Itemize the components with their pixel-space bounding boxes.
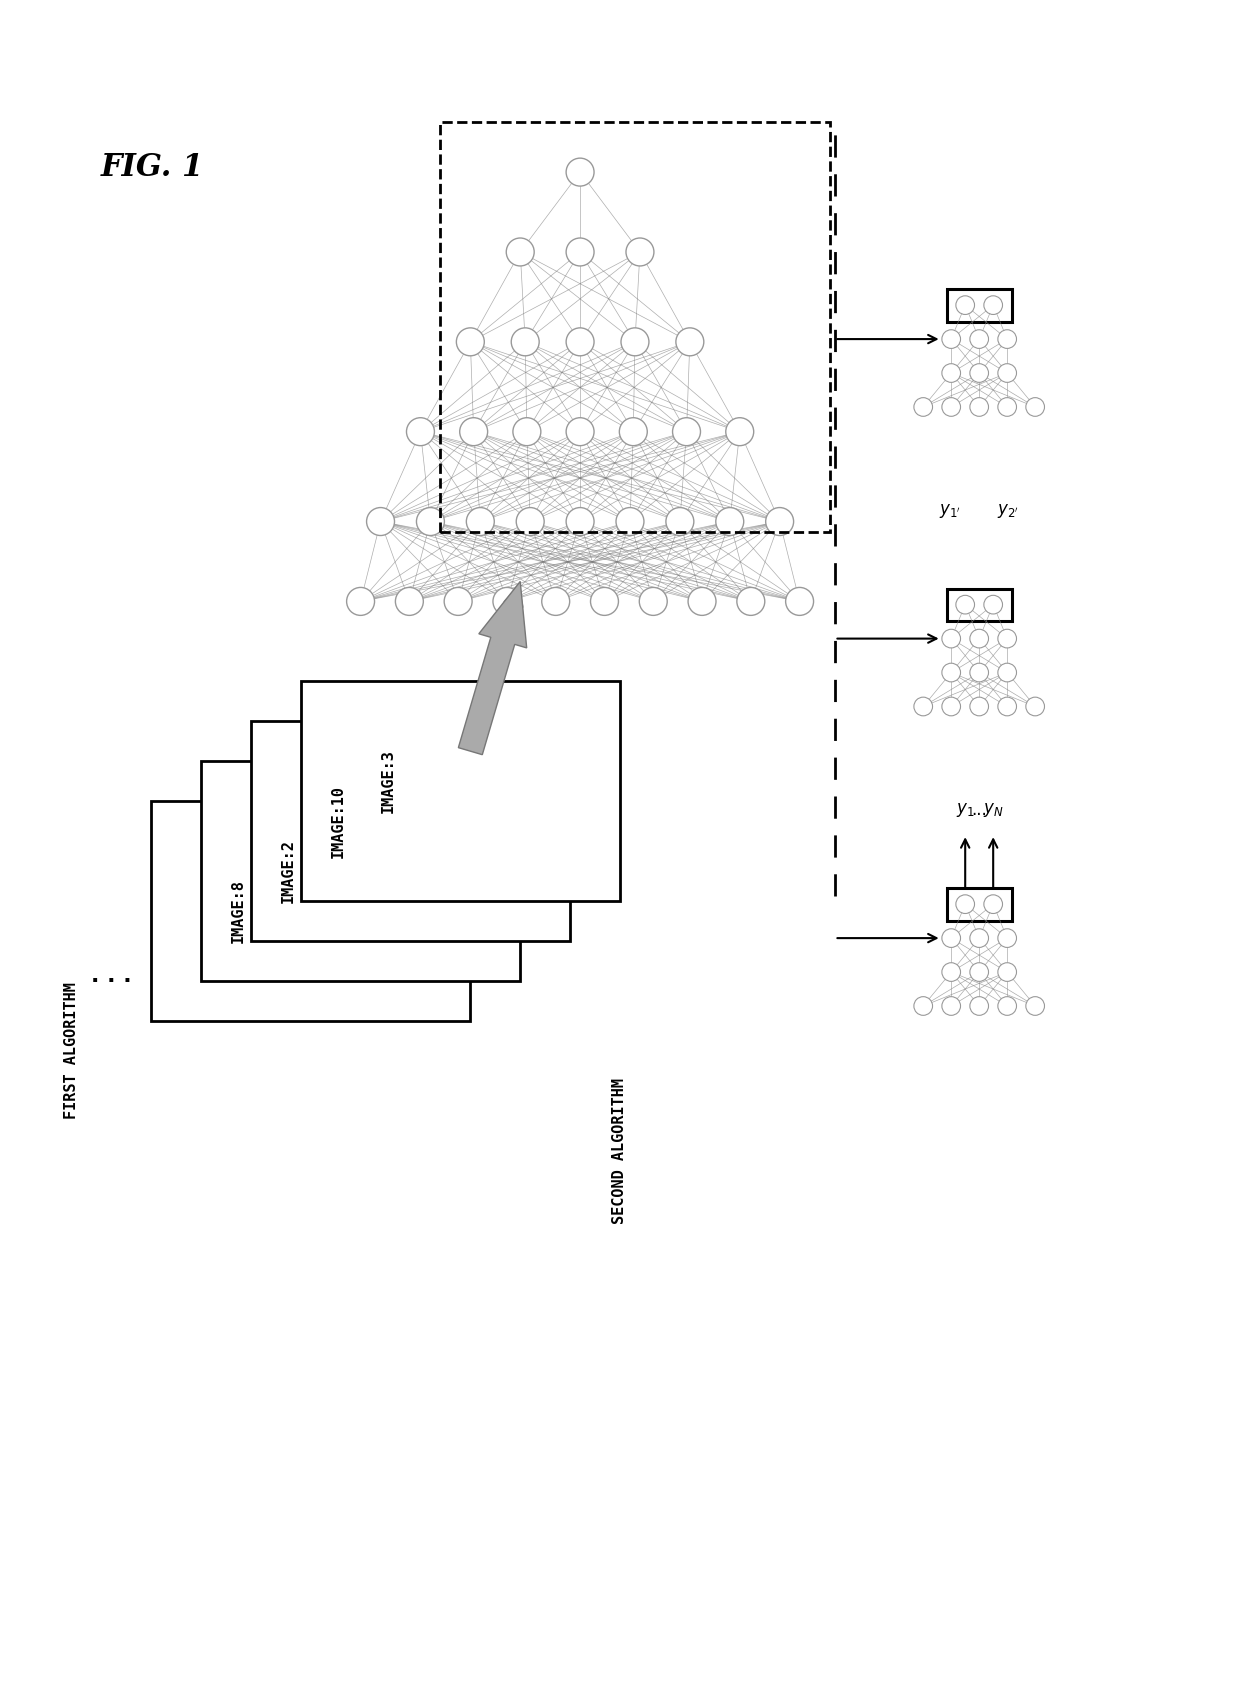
Circle shape	[347, 587, 374, 616]
Circle shape	[942, 330, 961, 349]
Bar	[151, 801, 470, 1021]
Circle shape	[616, 507, 644, 536]
Circle shape	[725, 418, 754, 446]
Circle shape	[983, 296, 1002, 315]
Circle shape	[737, 587, 765, 616]
Circle shape	[1025, 697, 1044, 716]
Circle shape	[970, 364, 988, 383]
Circle shape	[567, 158, 594, 185]
Text: IMAGE:2: IMAGE:2	[280, 839, 296, 903]
Circle shape	[970, 697, 988, 716]
Text: $y_{1'}$: $y_{1'}$	[939, 502, 961, 521]
Circle shape	[956, 595, 975, 614]
Circle shape	[998, 963, 1017, 981]
Bar	[250, 721, 570, 941]
Circle shape	[765, 507, 794, 536]
Text: IMAGE:3: IMAGE:3	[381, 748, 396, 813]
Circle shape	[942, 663, 961, 682]
Circle shape	[970, 330, 988, 349]
Circle shape	[542, 587, 569, 616]
Bar	[440, 122, 830, 531]
Text: SECOND ALGORITHM: SECOND ALGORITHM	[613, 1077, 627, 1223]
Bar	[946, 289, 1012, 321]
Circle shape	[970, 963, 988, 981]
Circle shape	[1025, 997, 1044, 1015]
Circle shape	[998, 364, 1017, 383]
Text: FIRST ALGORITHM: FIRST ALGORITHM	[63, 981, 78, 1119]
Circle shape	[513, 418, 541, 446]
Circle shape	[444, 587, 472, 616]
Circle shape	[983, 895, 1002, 913]
Circle shape	[998, 629, 1017, 648]
Circle shape	[672, 418, 701, 446]
Bar	[946, 888, 1012, 920]
Circle shape	[942, 997, 961, 1015]
Circle shape	[998, 929, 1017, 947]
Circle shape	[494, 587, 521, 616]
Circle shape	[396, 587, 423, 616]
Circle shape	[970, 997, 988, 1015]
Circle shape	[567, 507, 594, 536]
Circle shape	[590, 587, 619, 616]
Circle shape	[516, 507, 544, 536]
Circle shape	[688, 587, 715, 616]
Circle shape	[970, 663, 988, 682]
Circle shape	[666, 507, 694, 536]
Circle shape	[914, 697, 932, 716]
Circle shape	[914, 997, 932, 1015]
Circle shape	[942, 963, 961, 981]
Circle shape	[715, 507, 744, 536]
Circle shape	[942, 629, 961, 648]
Circle shape	[998, 398, 1017, 417]
Circle shape	[970, 629, 988, 648]
Circle shape	[942, 364, 961, 383]
Circle shape	[511, 328, 539, 356]
Bar	[946, 589, 1012, 621]
Circle shape	[367, 507, 394, 536]
Circle shape	[567, 238, 594, 265]
Text: IMAGE:10: IMAGE:10	[331, 784, 346, 857]
Circle shape	[998, 663, 1017, 682]
Text: FIG. 1: FIG. 1	[102, 151, 205, 184]
Circle shape	[956, 296, 975, 315]
Circle shape	[640, 587, 667, 616]
Circle shape	[942, 697, 961, 716]
Circle shape	[676, 328, 704, 356]
Circle shape	[786, 587, 813, 616]
Circle shape	[466, 507, 495, 536]
Circle shape	[1025, 398, 1044, 417]
Circle shape	[417, 507, 444, 536]
Circle shape	[567, 418, 594, 446]
Circle shape	[626, 238, 653, 265]
Circle shape	[970, 929, 988, 947]
Circle shape	[506, 238, 534, 265]
Text: · · ·: · · ·	[91, 971, 131, 990]
Text: ...: ...	[971, 801, 987, 820]
Circle shape	[567, 328, 594, 356]
Circle shape	[970, 398, 988, 417]
Text: $y_1$: $y_1$	[956, 801, 975, 820]
Text: $y_{2'}$: $y_{2'}$	[997, 502, 1019, 521]
Polygon shape	[459, 582, 527, 755]
Circle shape	[942, 398, 961, 417]
Circle shape	[956, 895, 975, 913]
Circle shape	[998, 330, 1017, 349]
Text: $y_N$: $y_N$	[983, 801, 1003, 820]
Circle shape	[621, 328, 649, 356]
Circle shape	[619, 418, 647, 446]
Circle shape	[983, 595, 1002, 614]
Circle shape	[998, 997, 1017, 1015]
Text: IMAGE:8: IMAGE:8	[231, 879, 246, 942]
Bar	[301, 682, 620, 902]
Bar	[201, 760, 521, 981]
Circle shape	[914, 398, 932, 417]
Circle shape	[998, 697, 1017, 716]
Circle shape	[942, 929, 961, 947]
Circle shape	[460, 418, 487, 446]
Circle shape	[456, 328, 485, 356]
Circle shape	[407, 418, 434, 446]
